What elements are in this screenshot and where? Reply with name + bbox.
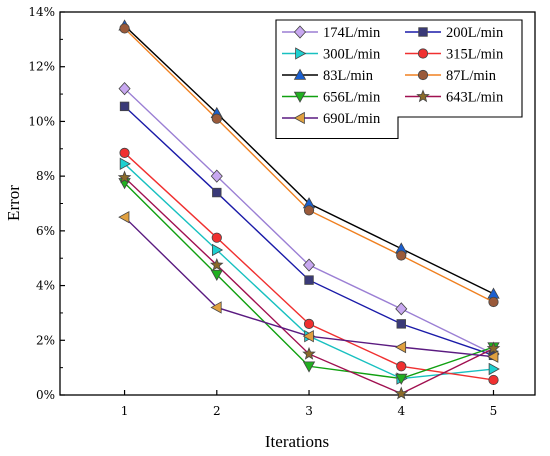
legend-marker-315l-min [417, 48, 429, 59]
y-tick-label: 0% [36, 388, 55, 402]
legend-marker-174l-min [293, 25, 307, 39]
data-point-315l-min [211, 232, 222, 243]
data-point-643l-min [210, 257, 224, 271]
data-point-315l-min [488, 374, 499, 386]
data-point-83l-min [487, 287, 500, 299]
data-point-656l-min [395, 373, 408, 385]
data-point-643l-min [117, 170, 132, 184]
data-point-643l-min [302, 346, 316, 360]
x-tick-label: 5 [490, 404, 498, 418]
data-point-690l-min [118, 210, 130, 224]
data-point-300l-min [211, 243, 224, 257]
y-axis-title: Error [4, 185, 23, 221]
legend-label-690l-min: 690L/min [323, 111, 381, 127]
legend-label-200l-min: 200L/min [446, 25, 504, 41]
data-point-174l-min [302, 258, 316, 272]
y-tick-label: 4% [36, 279, 55, 293]
data-point-200l-min [212, 187, 222, 198]
legend-label-300l-min: 300L/min [323, 47, 381, 63]
data-point-656l-min [210, 269, 223, 281]
legend-marker-83l-min [293, 68, 307, 80]
data-point-87l-min [488, 296, 499, 308]
y-axis-ticks: 0% 2% 4% 6% 8% 10% 12% 14% [28, 5, 65, 402]
y-tick-label: 6% [36, 224, 55, 238]
legend-marker-300l-min [295, 47, 307, 60]
x-axis-title: Iterations [265, 432, 329, 451]
x-axis-ticks: 1 2 3 4 5 [121, 390, 498, 418]
data-point-87l-min [119, 23, 130, 34]
data-point-690l-min [302, 330, 314, 343]
legend-frame [275, 19, 523, 140]
data-point-174l-min [118, 82, 131, 96]
legend-marker-656l-min [293, 91, 307, 103]
legend: 174L/min 200L/min 300L/min 315L/min 83L/min 8… [275, 19, 523, 140]
data-point-200l-min [119, 101, 130, 112]
legend-label-643l-min: 643L/min [446, 90, 504, 106]
y-tick-label: 12% [28, 60, 55, 74]
data-point-174l-min [395, 302, 408, 316]
data-point-690l-min [210, 301, 222, 314]
y-tick-label: 2% [36, 333, 55, 347]
data-point-656l-min [302, 361, 316, 373]
legend-marker-690l-min [293, 111, 305, 125]
legend-label-656l-min: 656L/min [323, 90, 381, 106]
legend-marker-200l-min [418, 27, 428, 37]
data-point-300l-min [119, 157, 131, 171]
data-point-315l-min [303, 318, 315, 329]
data-point-690l-min [394, 340, 407, 354]
y-tick-label: 8% [36, 169, 55, 183]
x-tick-label: 1 [121, 404, 129, 418]
legend-marker-643l-min [416, 89, 430, 103]
data-point-87l-min [303, 205, 315, 216]
x-tick-label: 3 [305, 404, 313, 418]
data-point-315l-min [396, 361, 407, 372]
x-tick-label: 4 [397, 404, 405, 418]
legend-label-315l-min: 315L/min [446, 47, 504, 63]
data-point-87l-min [211, 113, 222, 124]
x-tick-label: 2 [213, 404, 221, 418]
y-tick-label: 10% [28, 114, 55, 128]
legend-label-87l-min: 87L/min [446, 68, 497, 84]
series-markers [117, 19, 501, 400]
data-point-87l-min [396, 250, 407, 261]
data-point-300l-min [488, 362, 500, 376]
legend-marker-87l-min [417, 69, 429, 81]
data-point-200l-min [396, 319, 406, 329]
data-point-690l-min [487, 350, 499, 363]
data-point-174l-min [210, 169, 223, 183]
y-tick-label: 14% [28, 5, 55, 19]
legend-label-174l-min: 174L/min [323, 25, 381, 41]
data-point-200l-min [304, 275, 314, 285]
legend-label-83l-min: 83L/min [323, 68, 374, 84]
data-point-643l-min [394, 386, 409, 400]
data-point-643l-min [486, 341, 501, 355]
data-point-315l-min [119, 147, 130, 158]
